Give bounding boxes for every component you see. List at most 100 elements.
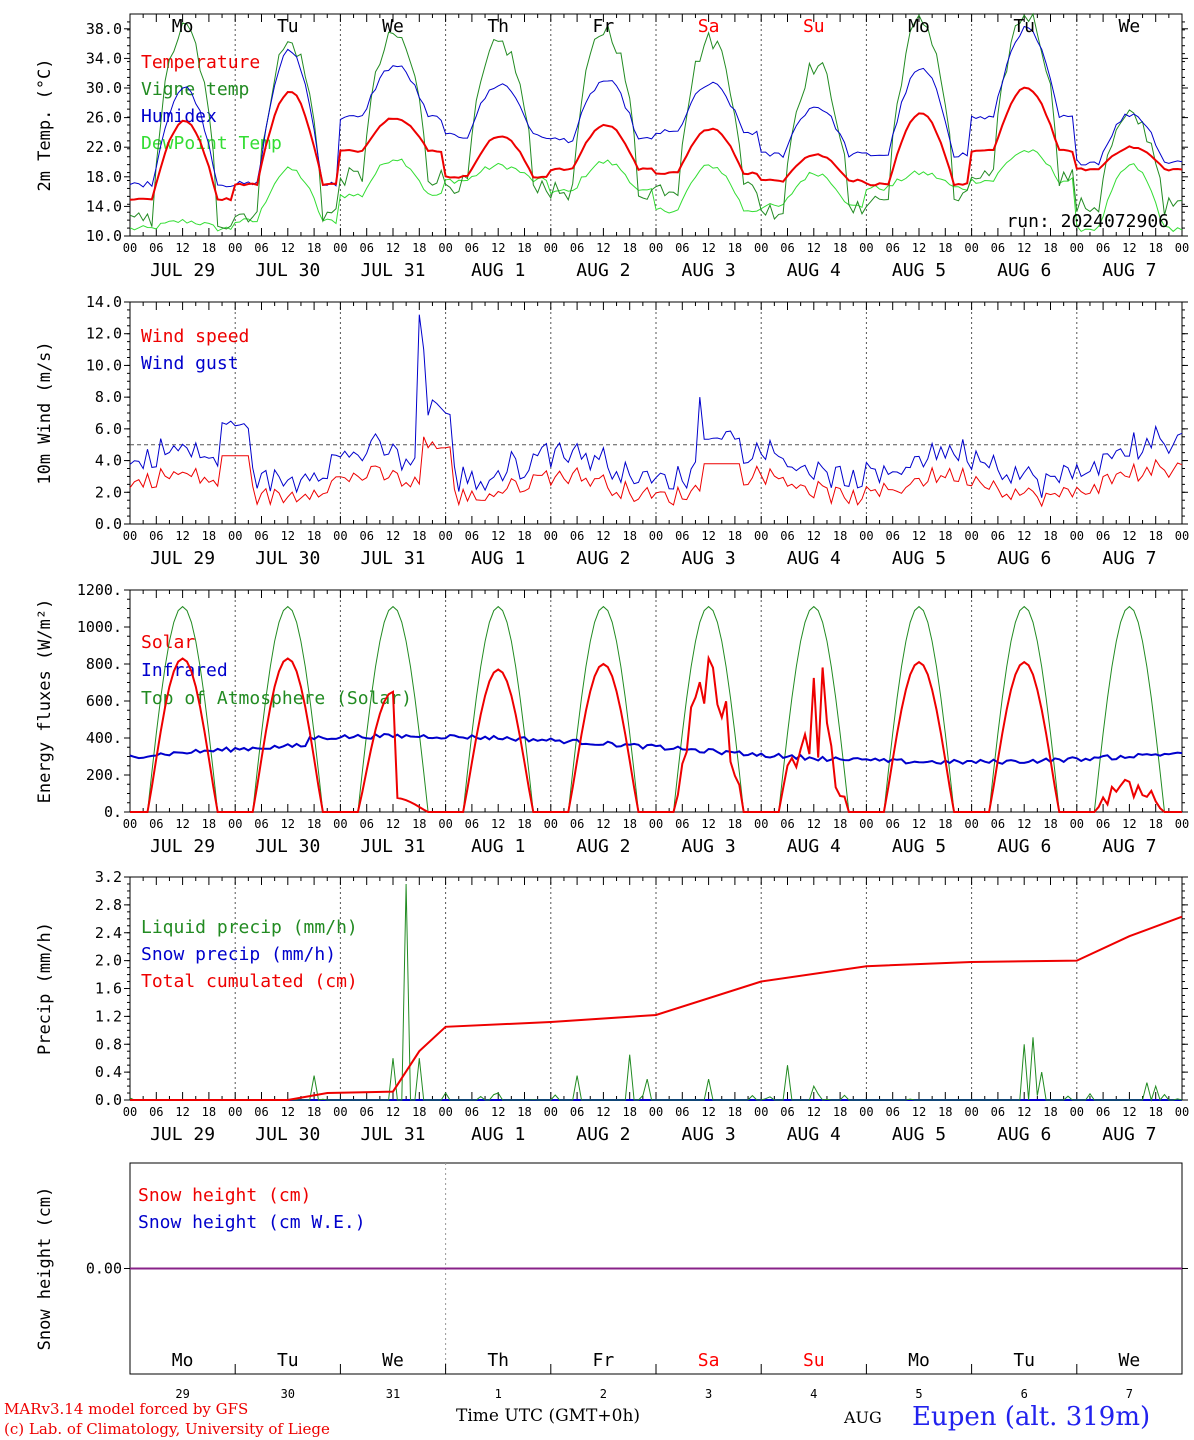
hour-tick-label: 06 xyxy=(991,1105,1005,1119)
weekday-label: Mo xyxy=(172,1350,194,1371)
date-label: AUG 5 xyxy=(892,836,946,857)
hour-tick-label: 18 xyxy=(517,529,531,543)
weekday-label: Fr xyxy=(593,1350,615,1371)
hour-tick-label: 06 xyxy=(1096,241,1110,255)
day-number-label: 6 xyxy=(1021,1387,1028,1401)
hour-tick-label: 12 xyxy=(596,1105,610,1119)
hour-tick-label: 06 xyxy=(359,1105,373,1119)
hour-tick-label: 00 xyxy=(1175,817,1189,831)
hour-tick-label: 18 xyxy=(1148,1105,1162,1119)
hour-tick-label: 00 xyxy=(859,529,873,543)
hour-tick-label: 00 xyxy=(228,529,242,543)
hour-tick-label: 18 xyxy=(412,241,426,255)
hour-tick-label: 18 xyxy=(833,817,847,831)
hour-tick-label: 18 xyxy=(938,529,952,543)
hour-tick-label: 06 xyxy=(254,241,268,255)
y-tick-label: 0.4 xyxy=(95,1063,122,1081)
hour-tick-label: 12 xyxy=(596,241,610,255)
hour-tick-label: 18 xyxy=(202,817,216,831)
y-tick-label: 800. xyxy=(86,655,122,673)
legend-temperature: Temperature xyxy=(141,52,260,73)
hour-tick-label: 18 xyxy=(1043,817,1057,831)
y-tick-label: 0.8 xyxy=(95,1035,122,1053)
hour-tick-label: 06 xyxy=(570,529,584,543)
hour-tick-label: 12 xyxy=(386,529,400,543)
hour-tick-label: 06 xyxy=(149,1105,163,1119)
weekday-label: Tu xyxy=(1013,16,1035,37)
hour-tick-label: 18 xyxy=(728,817,742,831)
hour-tick-label: 12 xyxy=(281,817,295,831)
y-tick-label: 26.0 xyxy=(86,109,122,127)
hour-tick-label: 00 xyxy=(544,1105,558,1119)
y-tick-label: 18.0 xyxy=(86,168,122,186)
date-label: AUG 4 xyxy=(787,836,841,857)
hour-tick-label: 12 xyxy=(491,241,505,255)
date-label: AUG 6 xyxy=(997,1124,1051,1145)
date-label: AUG 2 xyxy=(576,1124,630,1145)
date-label: AUG 5 xyxy=(892,260,946,281)
hour-tick-label: 00 xyxy=(964,817,978,831)
hour-tick-label: 00 xyxy=(333,241,347,255)
date-label: JUL 30 xyxy=(255,836,320,857)
hour-tick-label: 00 xyxy=(1070,1105,1084,1119)
panel-5: 0.00 Snow height (cm) Snow height (cm) Snow… xyxy=(35,1162,1188,1401)
hour-tick-label: 00 xyxy=(1175,1105,1189,1119)
hour-tick-label: 00 xyxy=(123,529,137,543)
panel-2: 00 06 12 18 00 06 12 18 00 06 12 18 00 06 12 18 00 06 12 18… xyxy=(35,293,1189,569)
date-label: AUG 1 xyxy=(471,260,525,281)
y-tick-label: 8.0 xyxy=(95,388,122,406)
series-infrared xyxy=(129,732,1183,765)
date-label: AUG 7 xyxy=(1102,1124,1156,1145)
day-number-label: 3 xyxy=(705,1387,712,1401)
hour-tick-label: 12 xyxy=(1122,1105,1136,1119)
y-tick-label: 400. xyxy=(86,729,122,747)
hour-tick-label: 18 xyxy=(202,1105,216,1119)
hour-tick-label: 00 xyxy=(754,1105,768,1119)
weekday-label: Th xyxy=(487,16,509,37)
hour-tick-label: 18 xyxy=(412,817,426,831)
hour-tick-label: 06 xyxy=(885,529,899,543)
hour-tick-label: 00 xyxy=(228,817,242,831)
hour-tick-label: 00 xyxy=(544,817,558,831)
date-label: JUL 30 xyxy=(255,260,320,281)
hour-tick-label: 06 xyxy=(465,241,479,255)
hour-tick-label: 00 xyxy=(438,529,452,543)
y-tick-label: 30.0 xyxy=(86,79,122,97)
date-label: AUG 7 xyxy=(1102,548,1156,569)
date-label: JUL 31 xyxy=(360,836,425,857)
date-label: JUL 31 xyxy=(360,1124,425,1145)
hour-tick-label: 00 xyxy=(649,817,663,831)
y-tick-label: 6.0 xyxy=(95,420,122,438)
y-tick-label: 2.0 xyxy=(95,483,122,501)
date-label: AUG 4 xyxy=(787,260,841,281)
month-label: AUG xyxy=(844,1408,882,1427)
y-tick-label: 14.0 xyxy=(86,197,122,215)
hour-tick-label: 18 xyxy=(202,529,216,543)
hour-tick-label: 12 xyxy=(807,1105,821,1119)
day-number-label: 29 xyxy=(175,1387,189,1401)
weekday-label: Tu xyxy=(277,16,299,37)
hour-tick-label: 18 xyxy=(833,529,847,543)
legend-snow-height-cm-w-e-: Snow height (cm W.E.) xyxy=(138,1212,366,1233)
weekday-label: Su xyxy=(803,1350,825,1371)
legend-vigne-temp: Vigne temp xyxy=(141,79,249,100)
hour-tick-label: 00 xyxy=(544,529,558,543)
hour-tick-label: 00 xyxy=(438,817,452,831)
y-tick-label: 2.4 xyxy=(95,924,122,942)
hour-tick-label: 00 xyxy=(544,241,558,255)
hour-tick-label: 18 xyxy=(1043,1105,1057,1119)
hour-tick-label: 06 xyxy=(465,529,479,543)
hour-tick-label: 12 xyxy=(807,241,821,255)
legend-top-of-atmosphere-solar-: Top of Atmosphere (Solar) xyxy=(141,688,412,709)
y-axis-label: 2m Temp. (°C) xyxy=(35,58,55,191)
hour-tick-label: 18 xyxy=(728,241,742,255)
weekday-label: Fr xyxy=(593,16,615,37)
hour-tick-label: 12 xyxy=(1122,241,1136,255)
hour-tick-label: 06 xyxy=(1096,817,1110,831)
legend-wind-gust: Wind gust xyxy=(141,353,239,374)
series-wind-gust xyxy=(129,314,1183,498)
legend-infrared: Infrared xyxy=(141,660,228,681)
hour-tick-label: 18 xyxy=(622,241,636,255)
y-tick-label: 3.2 xyxy=(95,868,122,886)
series-temperature xyxy=(129,86,1183,202)
